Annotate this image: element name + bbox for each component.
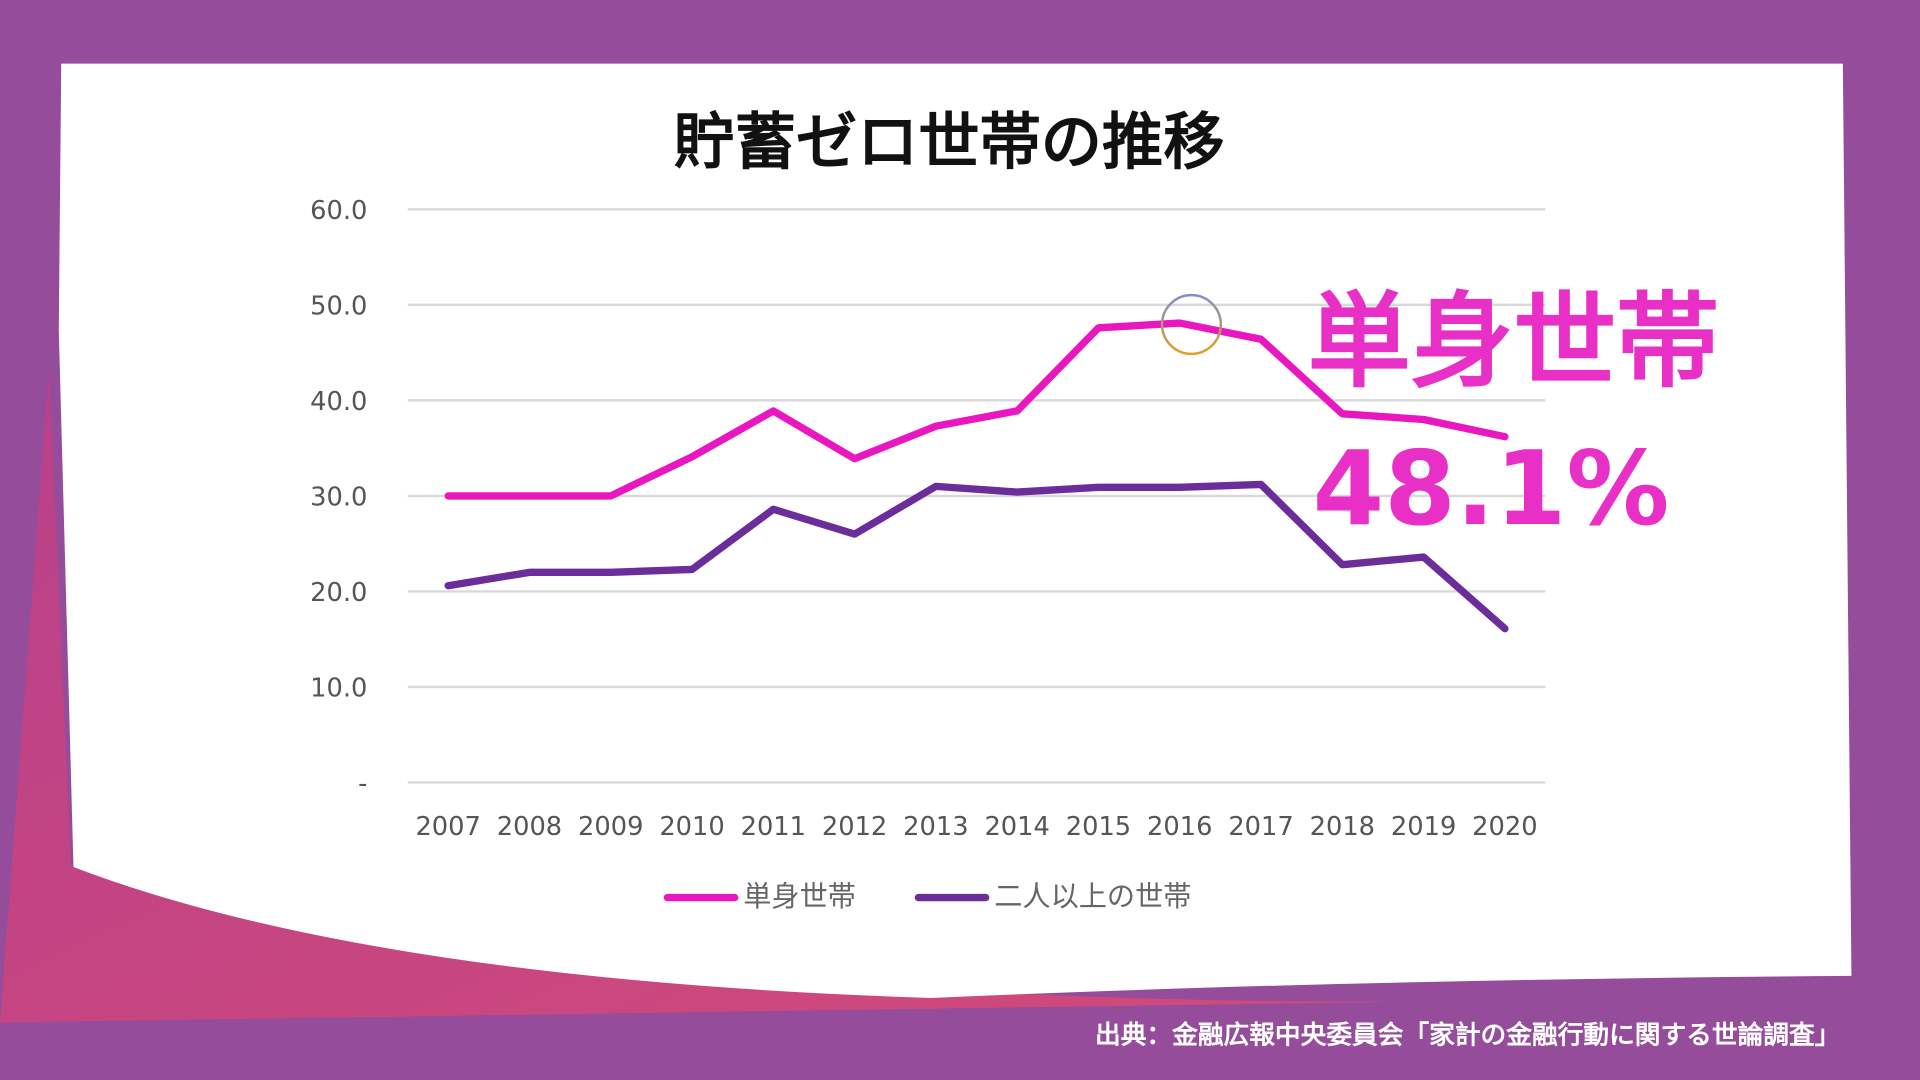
x-tick-label: 2010: [659, 812, 724, 842]
y-tick-label: -: [358, 769, 367, 799]
x-tick-label: 2011: [741, 812, 806, 842]
y-tick-label: 60.0: [310, 196, 367, 226]
x-tick-label: 2008: [497, 812, 562, 842]
highlight-ring: [1160, 293, 1223, 356]
x-tick-label: 2007: [415, 812, 480, 842]
x-tick-label: 2013: [903, 812, 968, 842]
x-tick-label: 2019: [1391, 812, 1456, 842]
y-tick-label: 10.0: [310, 674, 367, 704]
x-tick-label: 2014: [984, 812, 1049, 842]
legend-label-single: 単身世帯: [743, 880, 856, 913]
x-tick-label: 2020: [1472, 812, 1537, 842]
chart-title: 貯蓄ゼロ世帯の推移: [673, 107, 1224, 178]
series-line-single: [444, 319, 1509, 500]
series-lines: [444, 319, 1509, 633]
x-axis-ticks: 2007 2008 2009 2010 2011 2012 2013 2014 2015 2016…: [415, 812, 1537, 842]
source-note: 出典：金融広報中央委員会「家計の金融行動に関する世論調査」: [1095, 1019, 1840, 1050]
x-tick-label: 2017: [1228, 812, 1293, 842]
x-tick-label: 2009: [578, 812, 643, 842]
y-tick-label: 30.0: [310, 483, 367, 513]
y-tick-label: 40.0: [310, 387, 367, 417]
x-tick-label: 2018: [1310, 812, 1375, 842]
x-tick-label: 2016: [1147, 812, 1212, 842]
chart-card: [58, 63, 1852, 998]
x-tick-label: 2015: [1066, 812, 1131, 842]
y-axis-ticks: - 10.0 20.0 30.0 40.0 50.0 60.0: [310, 196, 367, 799]
y-tick-label: 20.0: [310, 578, 367, 608]
series-line-multi: [444, 480, 1509, 633]
x-tick-label: 2012: [822, 812, 887, 842]
corner-accent: [0, 367, 1409, 1023]
y-tick-label: 50.0: [310, 292, 367, 322]
gridlines: [407, 208, 1546, 784]
legend: 単身世帯 二人以上の世帯: [663, 880, 1191, 913]
annotation-value: 48.1%: [1313, 430, 1670, 549]
annotation-label: 単身世帯: [1308, 283, 1719, 402]
legend-label-multi: 二人以上の世帯: [994, 880, 1191, 913]
